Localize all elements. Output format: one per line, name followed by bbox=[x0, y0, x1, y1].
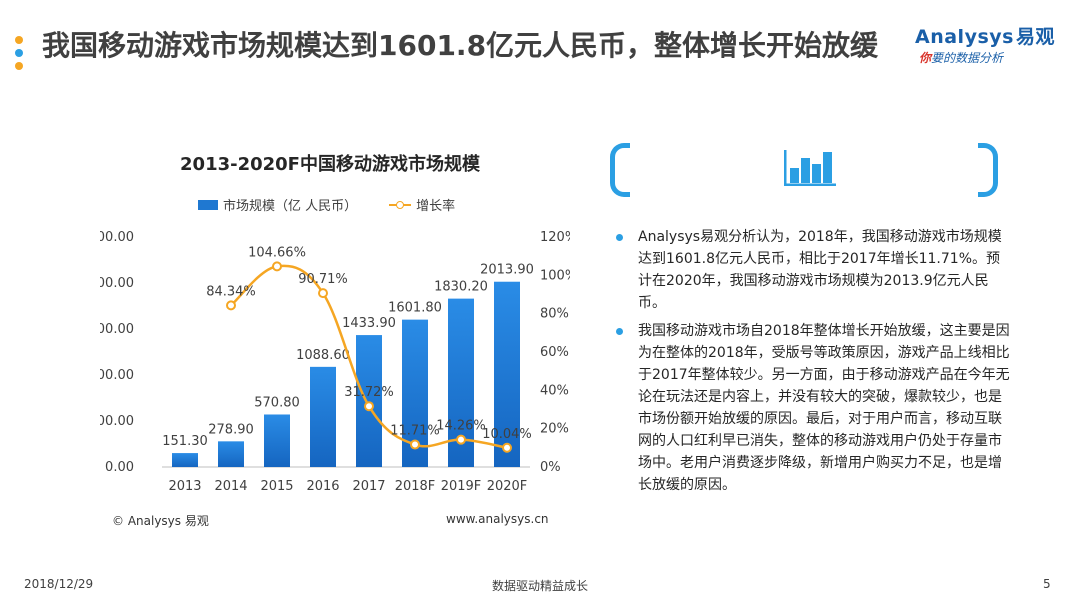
market-size-chart: 0.00 500.00 1000.00 1500.00 2000.00 2500.00 0%… bbox=[100, 230, 570, 494]
chart-source-left: © Analysys 易观 bbox=[112, 514, 209, 528]
page-title: 我国移动游戏市场规模达到1601.8亿元人民币，整体增长开始放缓 bbox=[42, 29, 879, 62]
bar bbox=[356, 335, 382, 467]
right-axis-tick-label: 120% bbox=[540, 230, 570, 245]
analysis-bullets: Analysys易观分析认为，2018年，我国移动游戏市场规模达到1601.8亿… bbox=[612, 226, 1012, 502]
bar-value-label: 151.30 bbox=[162, 434, 208, 449]
chart-source-right: www.analysys.cn bbox=[446, 512, 549, 526]
page-number: 5 bbox=[1043, 577, 1051, 591]
footer-slogan: 数据驱动精益成长 bbox=[491, 579, 588, 593]
growth-rate-point bbox=[502, 442, 512, 453]
bar bbox=[494, 281, 520, 467]
left-axis-tick-label: 500.00 bbox=[100, 414, 134, 429]
bar-value-label: 1433.90 bbox=[342, 316, 396, 331]
left-axis-tick-label: 1500.00 bbox=[100, 322, 134, 337]
bullet-item: Analysys易观分析认为，2018年，我国移动游戏市场规模达到1601.8亿… bbox=[612, 226, 1012, 314]
bar-value-label: 278.90 bbox=[208, 422, 254, 437]
growth-rate-point bbox=[226, 300, 236, 311]
legend-bar-label: 市场规模（亿 人民币） bbox=[223, 199, 358, 214]
bar-value-label: 1830.20 bbox=[434, 280, 488, 295]
x-tick-label: 2014 bbox=[214, 479, 247, 494]
x-tick-label: 2013 bbox=[168, 479, 201, 494]
growth-rate-label: 84.34% bbox=[206, 284, 256, 299]
x-tick-label: 2017 bbox=[352, 479, 385, 494]
right-axis-tick-label: 40% bbox=[540, 383, 569, 398]
title-dot bbox=[15, 36, 23, 44]
left-axis-tick-label: 2500.00 bbox=[100, 230, 134, 245]
growth-rate-point bbox=[364, 401, 374, 412]
growth-rate-point bbox=[410, 439, 420, 450]
logo-brand-en: Analysys bbox=[915, 26, 1014, 48]
bar bbox=[310, 366, 336, 467]
growth-rate-point bbox=[318, 288, 328, 299]
right-axis-tick-label: 100% bbox=[540, 268, 570, 283]
x-tick-label: 2018F bbox=[395, 479, 436, 494]
bracket-left-decoration bbox=[610, 143, 630, 197]
chart-legend: 市场规模（亿 人民币） 增长率 bbox=[198, 195, 455, 214]
bar-chart-icon bbox=[784, 150, 836, 186]
title-dot bbox=[15, 49, 23, 57]
bar-value-label: 2013.90 bbox=[480, 263, 534, 278]
x-tick-label: 2016 bbox=[306, 479, 339, 494]
growth-rate-label: 14.26% bbox=[436, 419, 486, 434]
right-axis-tick-label: 0% bbox=[540, 460, 561, 475]
x-tick-label: 2020F bbox=[487, 479, 528, 494]
growth-rate-label: 104.66% bbox=[248, 245, 306, 260]
bar-value-label: 570.80 bbox=[254, 395, 300, 410]
growth-rate-point bbox=[456, 434, 466, 445]
analysys-logo: Analysys 易观 你要的数据分析 bbox=[915, 22, 1065, 66]
left-axis-tick-label: 2000.00 bbox=[100, 276, 134, 291]
bracket-right-decoration bbox=[978, 143, 998, 197]
legend-line-swatch bbox=[389, 200, 412, 210]
right-axis-tick-label: 80% bbox=[540, 307, 569, 322]
logo-brand: Analysys 易观 bbox=[915, 22, 1065, 49]
legend-bar-swatch bbox=[198, 199, 218, 210]
growth-rate-label: 11.71% bbox=[390, 424, 440, 439]
logo-slogan-rest: 要的数据分析 bbox=[931, 51, 1004, 65]
bullet-item: 我国移动游戏市场自2018年整体增长开始放缓，这主要是因为在整体的2018年，受… bbox=[612, 320, 1012, 496]
legend-line-label: 增长率 bbox=[416, 199, 456, 214]
logo-slogan: 你要的数据分析 bbox=[919, 49, 1065, 66]
x-tick-label: 2019F bbox=[441, 479, 482, 494]
title-dots bbox=[15, 36, 25, 75]
title-dot bbox=[15, 62, 23, 70]
logo-brand-cn: 易观 bbox=[1015, 26, 1055, 48]
bar bbox=[172, 453, 198, 467]
right-axis-tick-label: 20% bbox=[540, 422, 569, 437]
growth-rate-point bbox=[272, 261, 282, 272]
growth-rate-label: 10.04% bbox=[482, 427, 532, 442]
bar bbox=[218, 441, 244, 467]
footer-date: 2018/12/29 bbox=[24, 577, 94, 591]
bar-value-label: 1601.80 bbox=[388, 301, 442, 316]
bar bbox=[264, 414, 290, 467]
left-axis-tick-label: 0.00 bbox=[105, 460, 134, 475]
growth-rate-label: 31.72% bbox=[344, 385, 394, 400]
x-tick-label: 2015 bbox=[260, 479, 293, 494]
growth-rate-label: 90.71% bbox=[298, 272, 348, 287]
logo-slogan-highlight: 你 bbox=[919, 51, 932, 65]
left-axis-tick-label: 1000.00 bbox=[100, 368, 134, 383]
chart-title: 2013-2020F中国移动游戏市场规模 bbox=[180, 154, 480, 175]
bar-value-label: 1088.60 bbox=[296, 348, 350, 363]
right-axis-tick-label: 60% bbox=[540, 345, 569, 360]
